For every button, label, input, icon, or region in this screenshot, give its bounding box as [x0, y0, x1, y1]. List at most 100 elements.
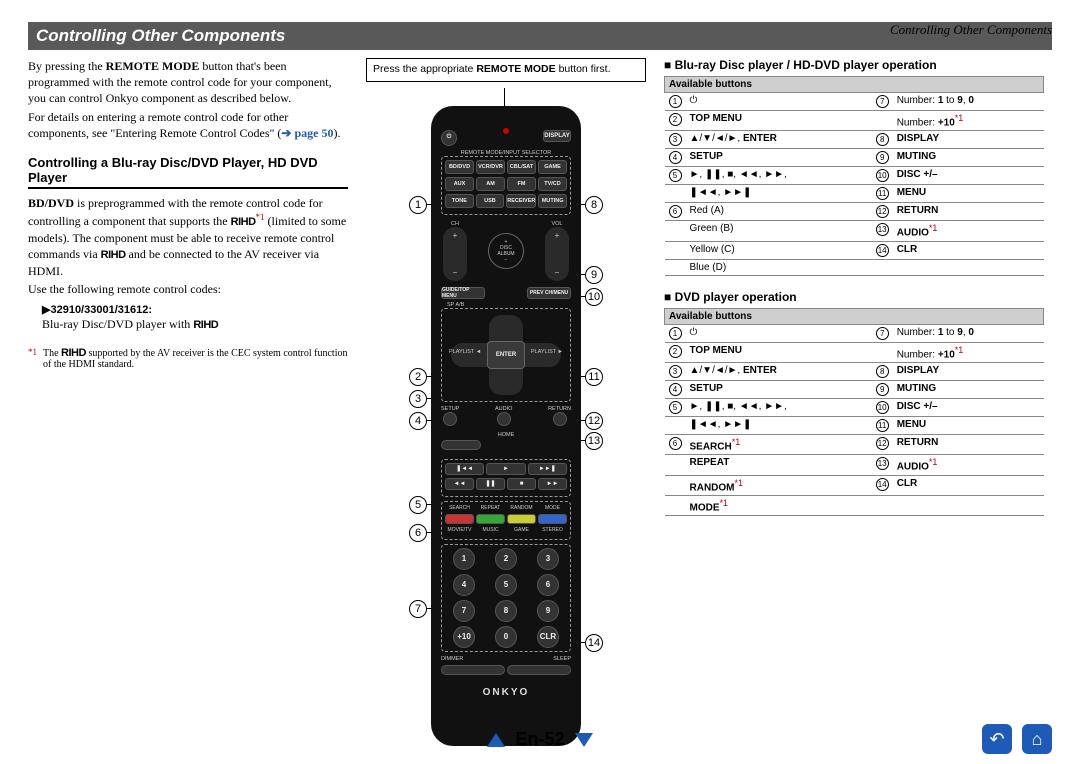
power-button[interactable]: ⏻ — [441, 130, 457, 146]
remote-btn[interactable]: FM — [507, 177, 536, 191]
table-cell: 5 — [665, 167, 686, 185]
table-row: 6SEARCH*112RETURN — [665, 434, 1044, 454]
prevch-menu-button[interactable]: PREV CH/MENU — [527, 287, 571, 299]
table-row: ❚◄◄, ►►❚11MENU — [665, 416, 1044, 434]
next-page-icon[interactable] — [575, 733, 593, 747]
play-button[interactable]: ► — [486, 463, 525, 475]
pause-button[interactable]: ❚❚ — [476, 478, 505, 490]
return-button[interactable] — [553, 412, 567, 426]
disc-album-wheel[interactable]: +DISCALBUM− — [488, 233, 524, 269]
page-link[interactable]: ➔ page 50 — [281, 126, 333, 140]
mode-selector-box: BD/DVDVCR/DVRCBL/SATGAME AUXAMFMTV/CD TO… — [441, 156, 571, 215]
remote-btn[interactable]: RECEIVER — [506, 194, 536, 208]
numpad-button[interactable]: 5 — [495, 574, 517, 596]
guide-topmenu-button[interactable]: GUIDE/TOP MENU — [441, 287, 485, 299]
home-button[interactable] — [441, 440, 481, 450]
table-cell: 13 — [872, 221, 893, 241]
ff-button[interactable]: ►► — [538, 478, 567, 490]
numpad-button[interactable]: CLR — [537, 626, 559, 648]
display-button[interactable]: DISPLAY — [543, 130, 571, 142]
red-button[interactable] — [445, 514, 474, 524]
stop-button[interactable]: ■ — [507, 478, 536, 490]
table-cell — [893, 495, 1044, 515]
rew-button[interactable]: ◄◄ — [445, 478, 474, 490]
yellow-button[interactable] — [507, 514, 536, 524]
remote-btn[interactable]: TV/CD — [538, 177, 567, 191]
numpad-button[interactable]: 1 — [453, 548, 475, 570]
setup-button[interactable] — [443, 412, 457, 426]
t: Blu-ray Disc/DVD player with — [42, 317, 193, 331]
table-cell — [665, 221, 686, 241]
table-cell: 4 — [665, 149, 686, 167]
t: PLAYLIST ◄ — [449, 349, 481, 355]
remote-btn[interactable]: BD/DVD — [445, 160, 474, 174]
rihd-logo: RIHD — [231, 216, 256, 228]
numpad-button[interactable]: +10 — [453, 626, 475, 648]
table-row: 2TOP MENUNumber: +10*1 — [665, 111, 1044, 131]
next-button[interactable]: ►►❚ — [528, 463, 567, 475]
remote-btn[interactable]: GAME — [538, 160, 567, 174]
ch-rocker[interactable]: +− — [443, 227, 467, 281]
table-cell: ❚◄◄, ►►❚ — [686, 185, 872, 203]
prev-page-icon[interactable] — [487, 733, 505, 747]
table-row: Yellow (C)14CLR — [665, 241, 1044, 259]
numpad-button[interactable]: 9 — [537, 600, 559, 622]
remote-btn[interactable]: AUX — [445, 177, 474, 191]
numpad-button[interactable]: 7 — [453, 600, 475, 622]
t: 32910/33001/31612 — [50, 304, 148, 316]
table-cell: ❚◄◄, ►►❚ — [686, 416, 872, 434]
dimmer-label: DIMMER — [441, 656, 463, 662]
remote-btn[interactable]: MUTING — [538, 194, 567, 208]
page-number: En-52 — [515, 729, 564, 750]
numpad-button[interactable]: 2 — [495, 548, 517, 570]
dimmer-button[interactable] — [441, 665, 505, 675]
table-cell: REPEAT — [686, 455, 872, 475]
numpad-button[interactable]: 3 — [537, 548, 559, 570]
t: *1 — [256, 212, 265, 222]
sleep-button[interactable] — [507, 665, 571, 675]
table-cell — [872, 111, 893, 131]
tip-leader-line — [504, 88, 505, 106]
table-cell: 2 — [665, 342, 686, 362]
back-icon[interactable]: ↶ — [982, 724, 1012, 754]
green-button[interactable] — [476, 514, 505, 524]
t: The — [43, 348, 61, 359]
remote-btn[interactable]: USB — [476, 194, 505, 208]
prev-button[interactable]: ❚◄◄ — [445, 463, 484, 475]
remote-btn[interactable]: VCR/DVR — [476, 160, 505, 174]
table-cell: 7 — [872, 324, 893, 342]
t: button first. — [556, 63, 611, 75]
footnote-text: The RIHD supported by the AV receiver is… — [43, 347, 348, 370]
numpad-button[interactable]: 8 — [495, 600, 517, 622]
blue-button[interactable] — [538, 514, 567, 524]
enter-button[interactable]: ENTER — [487, 341, 525, 369]
remote-btn: MUSIC — [476, 527, 505, 533]
intro-p2: For details on entering a remote control… — [28, 109, 348, 141]
table-row: 5►, ❚❚, ■, ◄◄, ►►,10DISC +/– — [665, 167, 1044, 185]
table-cell: Red (A) — [686, 203, 872, 221]
remote-btn[interactable]: CBL/SAT — [507, 160, 536, 174]
nav-dpad[interactable]: ENTER PLAYLIST ◄ PLAYLIST ► — [451, 315, 561, 395]
remote-btn: RANDOM — [507, 505, 536, 511]
remote-btn[interactable]: AM — [476, 177, 505, 191]
table-cell: 12 — [872, 203, 893, 221]
t: REMOTE MODE — [106, 59, 200, 73]
table-row: 4SETUP9MUTING — [665, 380, 1044, 398]
numpad-button[interactable]: 6 — [537, 574, 559, 596]
remote-btn: STEREO — [538, 527, 567, 533]
audio-button[interactable] — [497, 412, 511, 426]
vol-rocker[interactable]: +− — [545, 227, 569, 281]
t: By pressing the — [28, 59, 106, 73]
numpad-button[interactable]: 4 — [453, 574, 475, 596]
table-cell: 11 — [872, 416, 893, 434]
middle-column: Press the appropriate REMOTE MODE button… — [366, 58, 646, 746]
table-cell: Yellow (C) — [686, 241, 872, 259]
table-cell: 4 — [665, 380, 686, 398]
remote-btn[interactable]: TONE — [445, 194, 474, 208]
table-cell: 5 — [665, 398, 686, 416]
table-cell: 10 — [872, 167, 893, 185]
numpad-button[interactable]: 0 — [495, 626, 517, 648]
remote-wrap: 1234567 891011121314 ⏻ DISPLAY REMOTE MO… — [421, 106, 591, 746]
home-icon[interactable]: ⌂ — [1022, 724, 1052, 754]
table-cell — [665, 241, 686, 259]
